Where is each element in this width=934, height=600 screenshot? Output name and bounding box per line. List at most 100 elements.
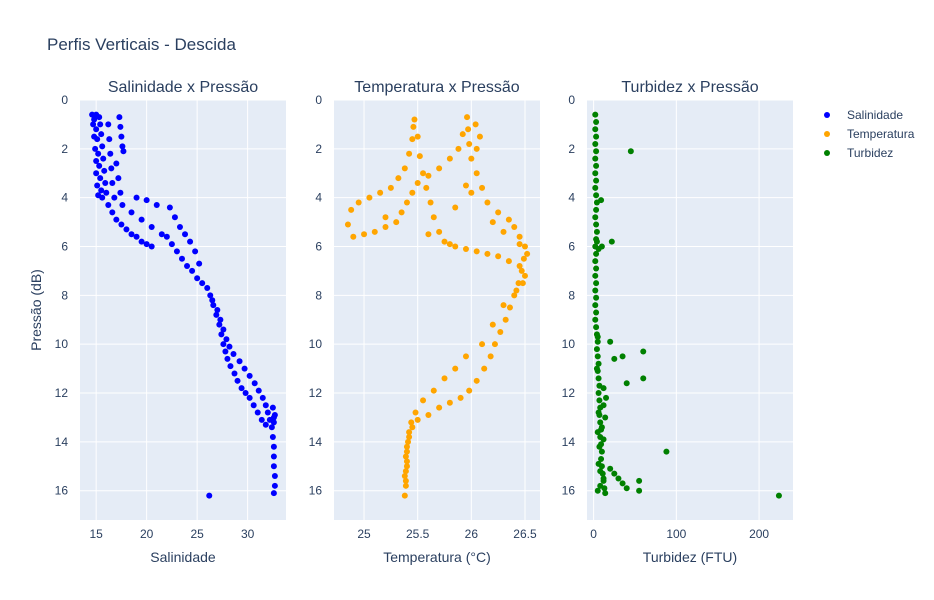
data-point[interactable]: [420, 170, 427, 177]
data-point[interactable]: [402, 468, 409, 475]
data-point[interactable]: [173, 248, 180, 255]
data-point[interactable]: [116, 114, 123, 121]
data-point[interactable]: [128, 231, 135, 238]
data-point[interactable]: [217, 316, 224, 323]
data-point[interactable]: [218, 331, 225, 338]
data-point[interactable]: [176, 223, 183, 230]
data-point[interactable]: [412, 409, 419, 416]
data-point[interactable]: [250, 402, 257, 409]
data-point[interactable]: [452, 243, 459, 250]
data-point[interactable]: [640, 375, 647, 382]
data-point[interactable]: [410, 123, 417, 130]
data-point[interactable]: [405, 438, 412, 445]
data-point[interactable]: [602, 490, 609, 497]
data-point[interactable]: [361, 231, 368, 238]
data-point[interactable]: [608, 238, 615, 245]
data-point[interactable]: [377, 189, 384, 196]
data-point[interactable]: [262, 421, 269, 428]
data-point[interactable]: [598, 448, 605, 455]
data-point[interactable]: [254, 409, 261, 416]
data-point[interactable]: [640, 348, 647, 355]
data-point[interactable]: [416, 153, 423, 160]
data-point[interactable]: [425, 172, 432, 179]
data-point[interactable]: [427, 199, 434, 206]
data-point[interactable]: [210, 302, 217, 309]
data-point[interactable]: [516, 233, 523, 240]
data-point[interactable]: [393, 219, 400, 226]
data-point[interactable]: [271, 412, 278, 418]
data-point[interactable]: [409, 136, 416, 143]
data-point[interactable]: [106, 136, 113, 143]
data-point[interactable]: [595, 245, 602, 252]
data-point[interactable]: [230, 350, 237, 357]
legend[interactable]: Salinidade Temperatura Turbidez: [824, 108, 915, 160]
data-point[interactable]: [465, 126, 472, 133]
data-point[interactable]: [117, 189, 124, 196]
data-point[interactable]: [511, 292, 518, 299]
data-point[interactable]: [231, 370, 238, 377]
data-point[interactable]: [344, 221, 351, 228]
data-point[interactable]: [615, 475, 622, 482]
data-point[interactable]: [436, 228, 443, 235]
data-point[interactable]: [103, 189, 110, 196]
data-point[interactable]: [408, 419, 415, 426]
data-point[interactable]: [401, 165, 408, 172]
data-point[interactable]: [593, 309, 600, 316]
data-point[interactable]: [264, 409, 271, 416]
data-point[interactable]: [511, 223, 518, 230]
data-point[interactable]: [166, 204, 173, 211]
data-point[interactable]: [206, 492, 213, 499]
data-point[interactable]: [592, 302, 599, 309]
data-point[interactable]: [611, 470, 618, 477]
data-point[interactable]: [143, 241, 150, 248]
data-point[interactable]: [594, 338, 601, 345]
data-point[interactable]: [491, 341, 498, 348]
data-point[interactable]: [255, 387, 262, 394]
data-point[interactable]: [138, 216, 145, 223]
legend-item-salinidade[interactable]: Salinidade: [824, 108, 903, 122]
data-point[interactable]: [593, 221, 600, 228]
data-point[interactable]: [171, 214, 178, 221]
data-point[interactable]: [115, 175, 122, 182]
data-point[interactable]: [436, 404, 443, 411]
data-point[interactable]: [593, 280, 600, 287]
data-point[interactable]: [425, 231, 432, 238]
data-point[interactable]: [462, 353, 469, 360]
data-point[interactable]: [102, 180, 109, 187]
data-point[interactable]: [409, 424, 416, 431]
data-point[interactable]: [592, 316, 599, 323]
data-point[interactable]: [414, 180, 421, 187]
data-point[interactable]: [592, 111, 599, 118]
data-point[interactable]: [521, 243, 528, 250]
data-point[interactable]: [119, 202, 126, 208]
data-point[interactable]: [90, 121, 97, 128]
data-point[interactable]: [123, 226, 130, 233]
data-point[interactable]: [636, 487, 643, 494]
data-point[interactable]: [505, 216, 512, 223]
data-point[interactable]: [593, 162, 600, 169]
data-point[interactable]: [519, 280, 526, 287]
data-point[interactable]: [592, 214, 599, 221]
data-point[interactable]: [487, 353, 494, 360]
data-point[interactable]: [597, 419, 604, 426]
data-point[interactable]: [192, 248, 199, 255]
data-point[interactable]: [214, 307, 221, 313]
data-point[interactable]: [414, 133, 421, 140]
data-point[interactable]: [436, 165, 443, 172]
data-point[interactable]: [446, 241, 453, 248]
data-point[interactable]: [348, 206, 355, 213]
data-point[interactable]: [593, 365, 600, 372]
data-point[interactable]: [495, 209, 502, 216]
data-point[interactable]: [479, 184, 486, 191]
data-point[interactable]: [128, 209, 135, 216]
data-point[interactable]: [619, 353, 626, 360]
data-point[interactable]: [596, 397, 603, 404]
data-point[interactable]: [222, 348, 229, 355]
data-point[interactable]: [593, 228, 600, 235]
data-point[interactable]: [596, 443, 603, 450]
data-point[interactable]: [184, 263, 191, 270]
data-point[interactable]: [95, 150, 102, 157]
data-point[interactable]: [97, 175, 104, 182]
data-point[interactable]: [246, 372, 253, 379]
data-point[interactable]: [148, 223, 155, 230]
